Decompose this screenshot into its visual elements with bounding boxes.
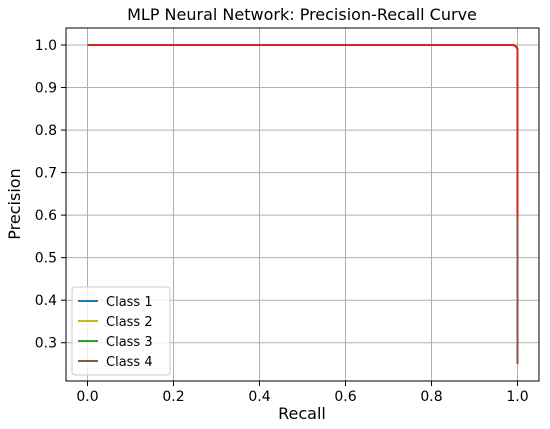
y-tick-label: 0.3 [35, 336, 57, 352]
x-tick-label: 0.8 [420, 389, 442, 405]
x-tick-label: 0.4 [248, 389, 270, 405]
y-axis-ticks: 0.3 0.4 0.5 0.6 0.7 0.8 0.9 1.0 [35, 38, 66, 352]
chart-title: MLP Neural Network: Precision-Recall Cur… [127, 5, 477, 24]
series-line-5 [87, 44, 519, 220]
x-tick-label: 0.0 [76, 389, 98, 405]
y-tick-label: 0.6 [35, 208, 57, 224]
legend-label: Class 3 [106, 335, 153, 350]
y-tick-label: 0.4 [35, 293, 57, 309]
series-lines [87, 44, 519, 364]
y-tick-label: 0.5 [35, 251, 57, 267]
y-tick-label: 0.8 [35, 123, 57, 139]
x-tick-label: 0.2 [162, 389, 184, 405]
x-tick-label: 0.6 [334, 389, 356, 405]
y-axis-label: Precision [5, 168, 24, 239]
x-axis-ticks: 0.0 0.2 0.4 0.6 0.8 1.0 [76, 381, 529, 405]
x-tick-label: 1.0 [506, 389, 528, 405]
legend-label: Class 2 [106, 315, 153, 330]
x-axis-label: Recall [278, 404, 326, 423]
legend-label: Class 1 [106, 295, 153, 310]
legend: Class 1 Class 2 Class 3 Class 4 [71, 286, 171, 376]
y-tick-label: 1.0 [35, 38, 57, 54]
y-tick-label: 0.7 [35, 166, 57, 182]
y-tick-label: 0.9 [35, 81, 57, 97]
plot-area [65, 27, 540, 382]
legend-box [71, 286, 171, 376]
legend-label: Class 4 [106, 355, 153, 370]
